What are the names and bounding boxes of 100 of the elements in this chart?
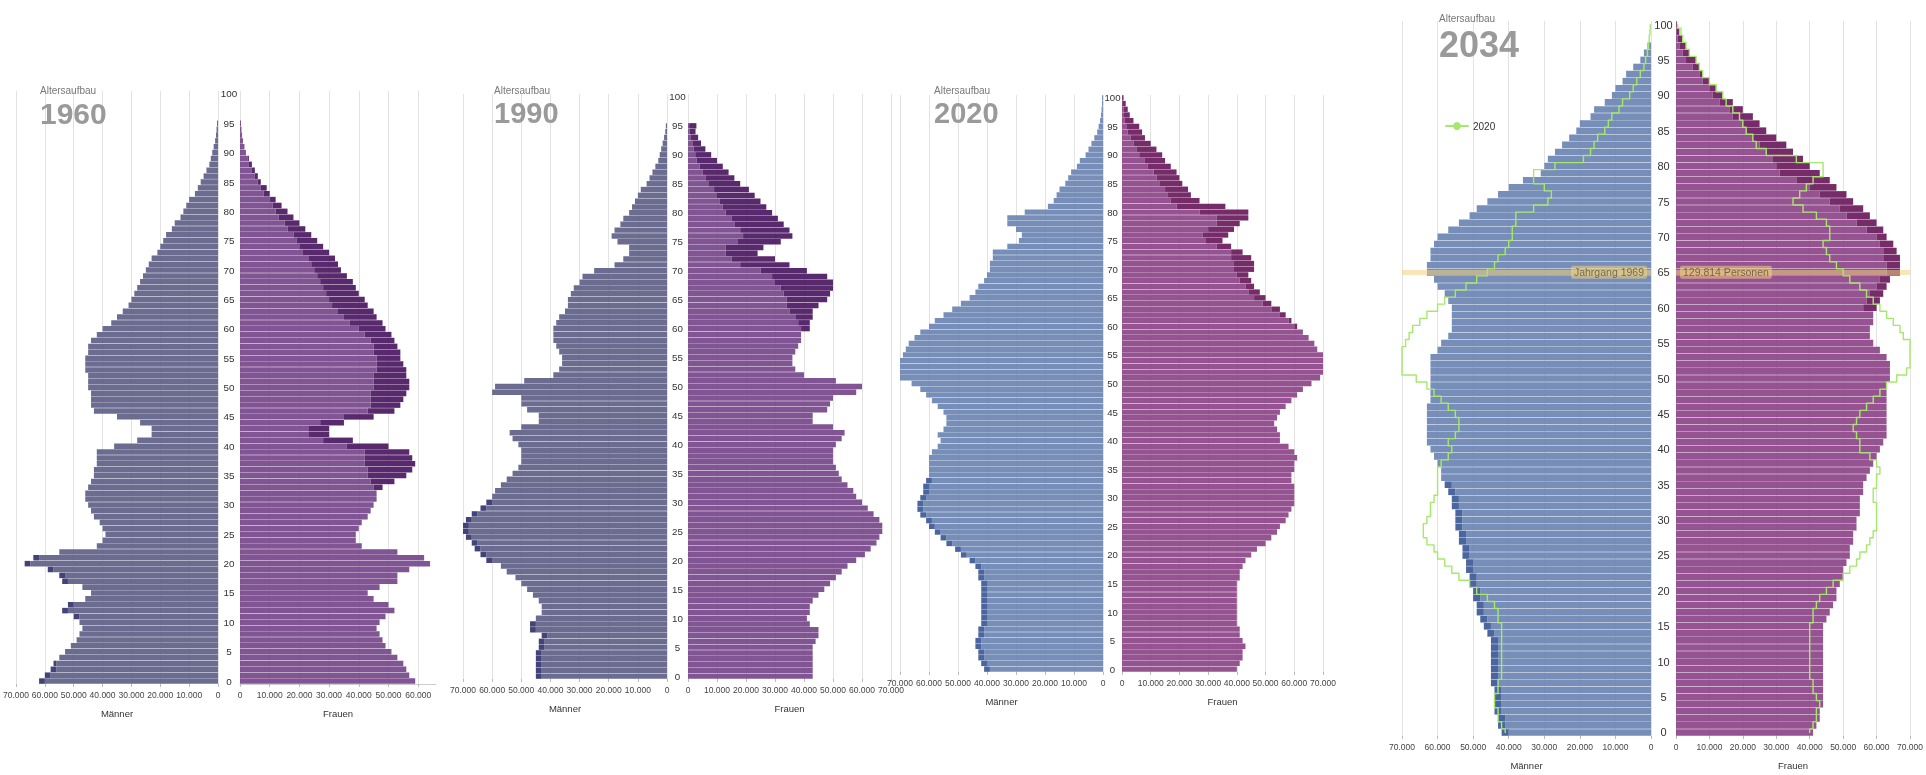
y-tick-label: 20	[1107, 549, 1118, 561]
x-tick-label: 60.000	[849, 684, 876, 695]
x-tick-label: 10.000	[176, 689, 203, 700]
y-tick-label: 90	[1657, 89, 1670, 102]
x-tick-label: 0	[1119, 677, 1125, 688]
x-tick-label: 50.000	[508, 684, 535, 695]
y-tick-label: 45	[1657, 407, 1670, 420]
y-tick-label: 55	[223, 352, 235, 364]
y-tick-label: 80	[223, 205, 235, 217]
ref-line-label: Jahrgang 1969	[1573, 266, 1645, 279]
x-tick-label: 60.000	[916, 677, 943, 688]
y-tick-label: 55	[1657, 337, 1670, 350]
x-tick-label: 30.000	[1763, 741, 1790, 752]
y-tick-label: 75	[1107, 235, 1118, 247]
y-tick-label: 5	[1109, 635, 1116, 647]
y-tick-label: 10	[1107, 606, 1118, 618]
y-tick-label: 80	[1657, 160, 1670, 173]
chart-subtitle: 1960	[40, 96, 107, 130]
y-tick-label: 10	[223, 616, 235, 628]
y-tick-label: 30	[1107, 492, 1118, 504]
chart-title: Altersaufbau	[40, 84, 97, 96]
y-tick-label: 20	[223, 558, 235, 570]
y-tick-label: 95	[223, 117, 235, 129]
y-tick-label: 55	[672, 352, 684, 364]
y-tick-label: 30	[1657, 514, 1670, 527]
x-tick-label: 0	[215, 689, 221, 700]
x-tick-label: 10.000	[1137, 677, 1164, 688]
y-tick-label: 65	[1657, 266, 1670, 279]
y-tick-label: 50	[1657, 372, 1670, 385]
chart-subtitle: 1990	[494, 96, 559, 129]
x-axis-title: Frauen	[1777, 759, 1809, 771]
x-tick-label: 60.000	[1424, 741, 1451, 752]
y-tick-label: 45	[223, 411, 235, 423]
x-tick-label: 30.000	[566, 684, 593, 695]
y-tick-label: 65	[672, 294, 684, 306]
y-tick-label: 95	[672, 120, 684, 132]
x-tick-label: 60.000	[1863, 741, 1890, 752]
x-axis-title: Männer	[548, 702, 582, 714]
y-tick-label: 25	[223, 528, 235, 540]
y-tick-label: 20	[672, 554, 684, 566]
chart-title: Altersaufbau	[1439, 12, 1496, 24]
y-tick-label: 15	[1107, 577, 1118, 589]
y-tick-label: 25	[1107, 520, 1118, 532]
x-tick-label: 60.000	[31, 689, 59, 700]
x-tick-label: 40.000	[1223, 677, 1251, 688]
y-tick-label: 45	[672, 409, 684, 421]
x-tick-label: 50.000	[945, 677, 972, 688]
x-tick-label: 30.000	[1003, 677, 1030, 688]
x-axis-title: Männer	[1510, 759, 1543, 771]
x-tick-label: 10.000	[1061, 677, 1088, 688]
chart-subtitle: 2034	[1439, 23, 1520, 65]
y-tick-label: 70	[1107, 263, 1118, 275]
y-tick-label: 15	[672, 583, 684, 595]
y-tick-label: 70	[672, 265, 684, 277]
y-tick-label: 75	[672, 236, 684, 248]
y-tick-label: 85	[672, 178, 684, 190]
x-tick-label: 0	[1100, 677, 1106, 688]
y-tick-label: 55	[1107, 349, 1118, 361]
y-tick-label: 35	[1657, 478, 1670, 491]
x-tick-label: 20.000	[147, 689, 174, 700]
y-tick-label: 90	[1107, 149, 1118, 161]
y-tick-label: 10	[1657, 655, 1670, 668]
y-tick-label: 100	[1104, 92, 1121, 104]
y-tick-label: 40	[1107, 435, 1118, 447]
x-tick-label: 0	[1673, 741, 1679, 752]
y-tick-label: 95	[1107, 120, 1118, 132]
x-tick-label: 10.000	[256, 689, 283, 700]
x-tick-label: 20.000	[1032, 677, 1059, 688]
x-tick-label: 40.000	[974, 677, 1001, 688]
y-tick-label: 35	[672, 467, 684, 479]
x-axis-title: Frauen	[774, 702, 805, 714]
x-tick-label: 10.000	[1602, 741, 1629, 752]
y-tick-label: 0	[1660, 726, 1667, 739]
y-tick-label: 50	[1107, 378, 1118, 389]
y-tick-label: 35	[223, 470, 235, 482]
y-tick-label: 100	[669, 91, 687, 103]
x-tick-label: 30.000	[118, 689, 145, 700]
x-tick-label: 30.000	[1195, 677, 1222, 688]
x-tick-label: 70.000	[1389, 741, 1416, 752]
y-tick-label: 60	[223, 323, 235, 335]
y-tick-label: 75	[1657, 195, 1670, 208]
x-tick-label: 20.000	[1566, 741, 1594, 752]
x-tick-label: 40.000	[345, 689, 373, 700]
y-tick-label: 80	[672, 207, 684, 219]
y-tick-label: 0	[1109, 663, 1116, 675]
x-tick-label: 70.000	[1310, 677, 1337, 688]
y-tick-label: 30	[223, 499, 235, 511]
x-tick-label: 10.000	[624, 684, 652, 695]
x-tick-label: 30.000	[1531, 741, 1558, 752]
x-tick-label: 20.000	[1729, 741, 1757, 752]
y-tick-label: 65	[1107, 292, 1118, 304]
x-tick-label: 20.000	[595, 684, 622, 695]
x-tick-label: 50.000	[60, 689, 87, 700]
y-tick-label: 40	[223, 440, 235, 452]
y-tick-label: 15	[1657, 620, 1670, 633]
y-tick-label: 20	[1657, 584, 1670, 597]
x-tick-label: 40.000	[537, 684, 564, 695]
x-axis-title: Männer	[100, 707, 134, 719]
y-tick-label: 100	[1654, 18, 1673, 31]
y-tick-label: 75	[223, 235, 235, 247]
